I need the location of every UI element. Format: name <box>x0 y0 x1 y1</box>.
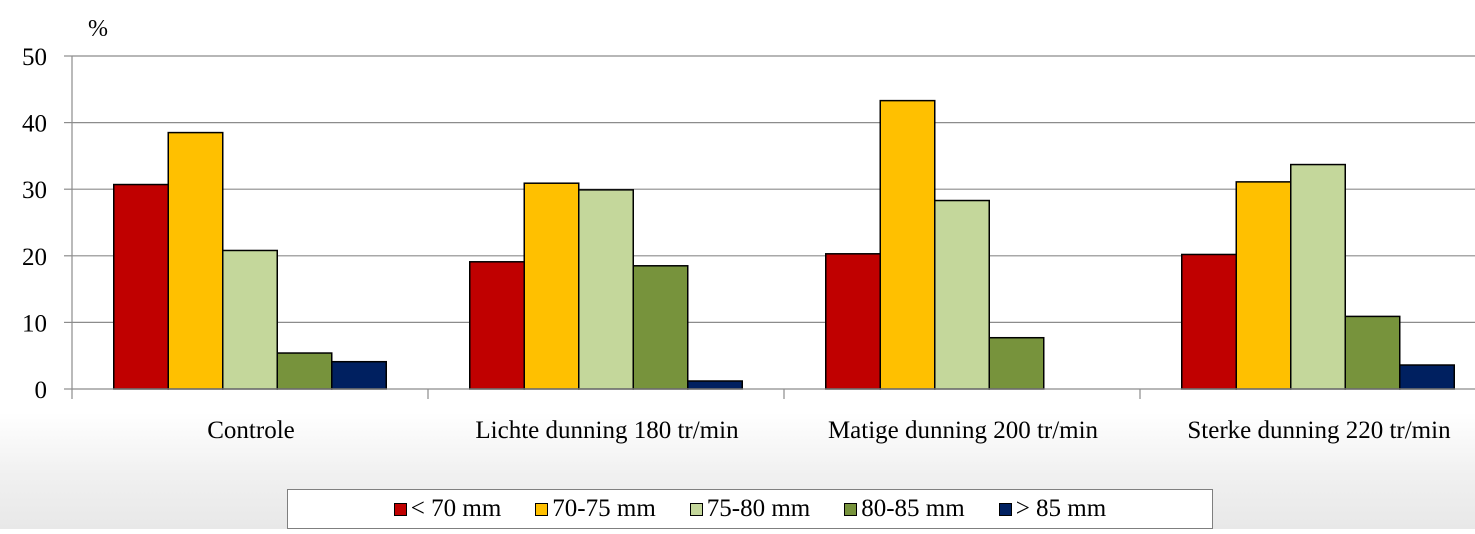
legend-item: < 70 mm <box>393 495 502 523</box>
x-tick-label: Matige dunning 200 tr/min <box>828 417 1099 444</box>
x-tick-label: Controle <box>207 417 295 444</box>
bar <box>1235 181 1292 390</box>
bar <box>523 182 580 390</box>
legend: < 70 mm 70-75 mm 75-80 mm 80-85 mm > 85 mm <box>287 489 1213 529</box>
y-tick-label: 20 <box>22 244 47 271</box>
legend-item: 75-80 mm <box>689 495 811 523</box>
legend-label: > 85 mm <box>1015 495 1107 522</box>
bar <box>825 253 881 390</box>
legend-swatch <box>535 502 549 516</box>
bar <box>167 131 224 390</box>
bar <box>276 352 333 390</box>
y-tick-label: 30 <box>22 177 47 204</box>
bar <box>1399 364 1455 390</box>
legend-swatch <box>393 502 407 516</box>
bar <box>222 249 278 390</box>
y-tick-label: 10 <box>22 310 47 337</box>
bar <box>113 183 169 390</box>
legend-item: 80-85 mm <box>844 495 965 523</box>
bar <box>934 199 990 390</box>
bars <box>113 99 1455 390</box>
legend-swatch <box>998 502 1012 516</box>
bar <box>879 99 936 390</box>
y-tick-label: 0 <box>35 377 48 404</box>
bar <box>1344 315 1401 390</box>
legend-swatch <box>844 502 858 516</box>
y-tick-label: 40 <box>22 111 47 138</box>
x-tick-label: Sterke dunning 220 tr/min <box>1187 417 1451 444</box>
legend-label: 70-75 mm <box>552 495 656 522</box>
legend-item: > 85 mm <box>998 495 1107 523</box>
axes: 0 10 20 30 40 50 Controle Lichte dunning 180 tr… <box>22 44 1475 444</box>
legend-label: 75-80 mm <box>706 495 811 522</box>
bar <box>1181 253 1237 390</box>
bar <box>1290 163 1346 390</box>
bar <box>331 360 387 390</box>
y-axis-label: % <box>88 16 108 42</box>
x-tick-label: Lichte dunning 180 tr/min <box>475 417 739 444</box>
legend-swatch <box>689 502 703 516</box>
bar <box>578 189 634 390</box>
bar <box>469 261 525 390</box>
legend-label: 80-85 mm <box>861 495 965 522</box>
y-tick-label: 50 <box>22 44 47 71</box>
bar <box>632 265 689 390</box>
bar <box>988 336 1045 390</box>
bar <box>687 380 743 390</box>
legend-item: 70-75 mm <box>535 495 656 523</box>
legend-label: < 70 mm <box>410 495 502 522</box>
